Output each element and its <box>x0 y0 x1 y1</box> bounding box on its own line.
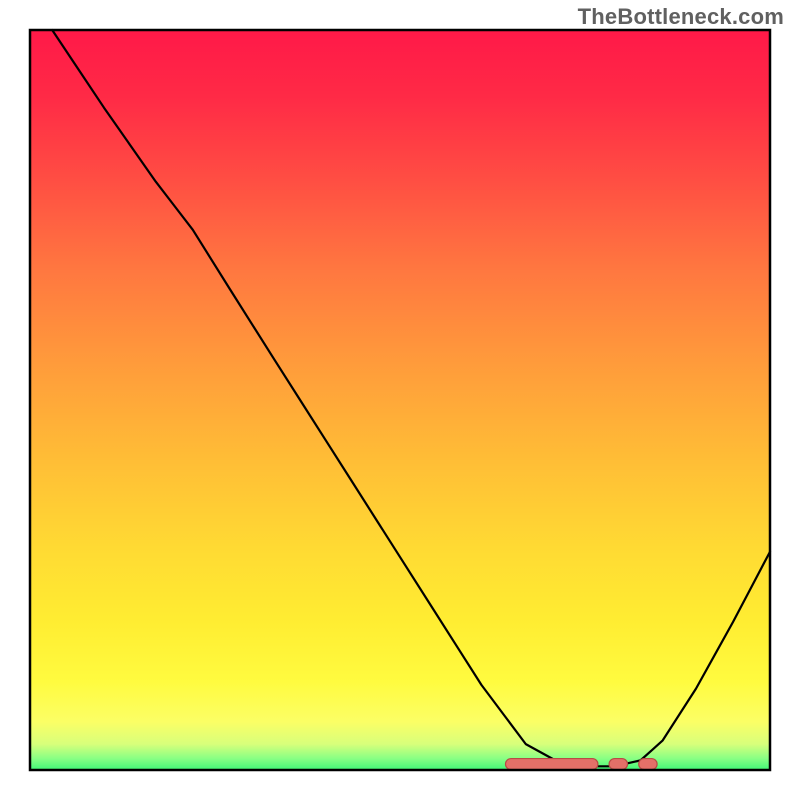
bottleneck-chart <box>0 0 800 800</box>
optimal-range-marker <box>639 759 657 770</box>
chart-watermark: TheBottleneck.com <box>578 4 784 30</box>
chart-background <box>30 30 770 770</box>
optimal-range-marker <box>506 759 598 770</box>
optimal-range-marker <box>609 759 627 770</box>
